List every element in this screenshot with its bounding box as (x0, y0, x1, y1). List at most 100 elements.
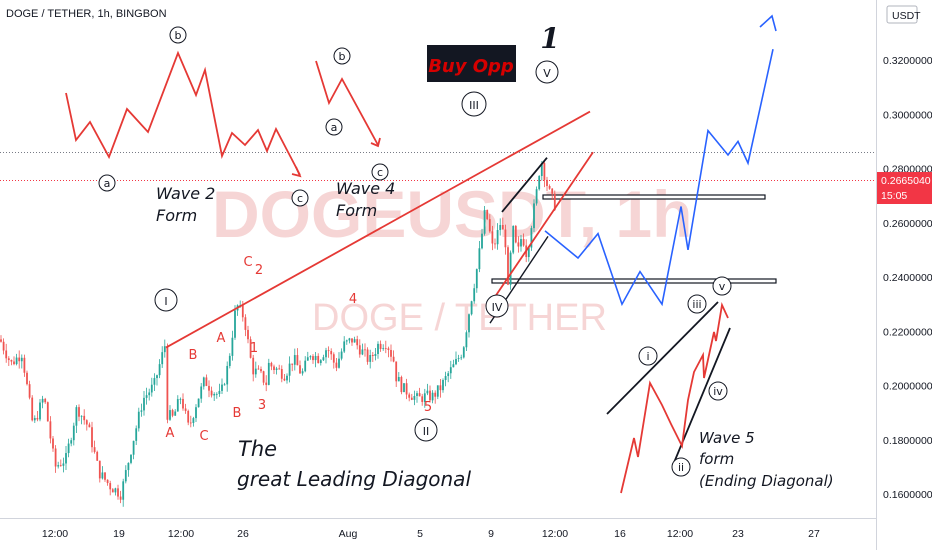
candle-body (364, 349, 366, 351)
candle-body (273, 366, 275, 370)
currency-box[interactable] (886, 5, 918, 24)
candle-body (228, 355, 231, 366)
candle-body (353, 339, 356, 343)
wave-label-I: I (154, 288, 178, 312)
wave-label-III: III (461, 91, 487, 117)
candle-body (421, 396, 424, 402)
y-tick-label: 0.2400000 (883, 272, 932, 284)
candle-body (41, 398, 44, 403)
candle-body (301, 371, 304, 374)
candle-body (379, 343, 382, 350)
candle-body (455, 358, 457, 365)
candle-body (288, 363, 291, 376)
y-tick-label: 0.2600000 (883, 218, 932, 230)
note-wave5-line1: Wave 5 (699, 429, 755, 447)
label-b-wave2: b (169, 26, 187, 44)
candle-body (426, 390, 429, 394)
candle-body (267, 362, 270, 385)
red-label-1: 1 (250, 341, 258, 356)
candle-body (470, 301, 473, 315)
red-label-3: 3 (258, 398, 266, 413)
svg-text:a: a (104, 177, 111, 190)
candle-body (374, 353, 377, 357)
candle-body (67, 443, 70, 454)
svg-text:v: v (719, 280, 726, 293)
svg-text:IV: IV (492, 301, 503, 314)
note-wave2-line1: Wave 2 (156, 184, 215, 203)
last-price-value: 0.2665040 (881, 175, 931, 187)
candle-body (517, 242, 520, 247)
svg-text:I: I (164, 295, 167, 308)
candle-body (382, 348, 385, 350)
candle-body (202, 377, 205, 387)
label-c-wave2: c (291, 189, 309, 207)
x-tick-label: 27 (808, 528, 820, 540)
candle-body (104, 472, 106, 480)
candle-body (338, 358, 340, 368)
note-wave4-line2: Form (336, 201, 377, 220)
candle-body (26, 372, 28, 385)
candle-body (447, 373, 450, 377)
x-tick-label: 19 (113, 528, 125, 540)
candle-body (361, 349, 364, 355)
candle-body (452, 364, 455, 368)
red-label-5: 5 (424, 400, 432, 415)
label-iv-ending: iv (708, 381, 728, 401)
candle-body (481, 233, 483, 249)
x-tick-label: 12:00 (667, 528, 693, 540)
candle-body (80, 415, 83, 417)
candle-body (83, 415, 86, 421)
candle-body (161, 352, 164, 365)
candle-body (278, 368, 281, 370)
candle-body (509, 252, 512, 285)
candle-body (169, 410, 171, 420)
candle-body (137, 411, 140, 429)
candle-body (70, 440, 73, 444)
candle-body (403, 383, 405, 393)
candle-body (319, 360, 322, 364)
symbol-header: DOGE / TETHER, 1h, BINGBON (6, 8, 167, 20)
currency-label: USDT (892, 10, 921, 22)
candle-body (317, 355, 320, 364)
candle-body (244, 317, 247, 330)
candle-body (54, 448, 57, 467)
svg-text:III: III (469, 99, 479, 112)
candle-body (553, 193, 556, 211)
lower-trendline (489, 151, 594, 305)
candle-body (478, 248, 481, 270)
candle-body (150, 384, 153, 393)
candle-body (400, 377, 403, 393)
candle-body (252, 357, 255, 375)
candles (0, 161, 556, 507)
note-wave4-line1: Wave 4 (336, 179, 395, 198)
label-i-ending: i (638, 346, 658, 366)
candle-body (171, 410, 174, 416)
candle-body (192, 418, 195, 423)
candle-body (208, 385, 210, 391)
svg-text:iii: iii (692, 298, 701, 311)
candle-body (91, 427, 93, 448)
candle-body (507, 247, 509, 285)
candle-body (520, 239, 522, 247)
red-label-A-2: A (217, 331, 226, 346)
projection-path (544, 49, 774, 307)
axes (0, 0, 877, 550)
candle-body (270, 362, 273, 367)
candle-body (291, 363, 294, 365)
candle-body (163, 346, 166, 353)
candle-body (444, 376, 447, 381)
note-wave5-line2: form (699, 450, 734, 468)
small-channel-top (501, 157, 548, 213)
red-label-4: 4 (349, 292, 357, 307)
svg-text:b: b (339, 50, 346, 63)
wave-label-II: II (414, 418, 438, 442)
x-tick-label: 16 (614, 528, 626, 540)
candle-body (174, 411, 177, 416)
candle-body (132, 440, 135, 455)
candle-body (312, 356, 314, 361)
label-ii-ending: ii (671, 457, 691, 477)
trendlines (165, 110, 594, 349)
candle-body (366, 349, 369, 362)
candle-body (543, 163, 546, 180)
